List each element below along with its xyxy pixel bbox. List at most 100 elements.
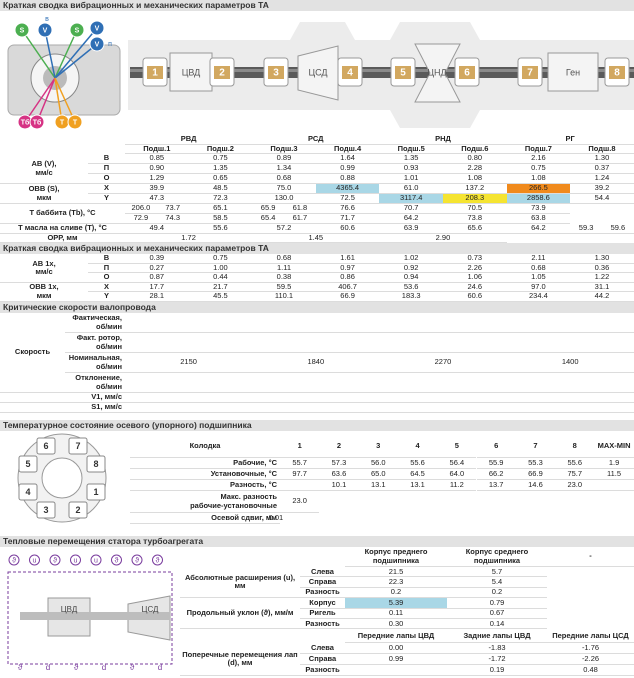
bearing-tag [147,66,163,79]
value: 72.9 [125,214,157,224]
symbol: ϑ [18,663,23,672]
thrust-pad [68,501,88,519]
value: 13.1 [397,480,438,491]
value [379,373,507,393]
symbol: ϑ [130,663,135,672]
group-header: РСД [252,135,380,145]
value: 0.99 [315,164,380,174]
value: 0.14 [447,619,547,630]
value: 0.80 [443,154,507,164]
value: 48.5 [188,184,253,194]
column-header: 3 [358,436,398,458]
value: 72.3 [188,194,253,204]
column-header: Корпус преднего подшипника [345,547,447,567]
value: 1.08 [443,174,507,184]
value: 3117.4 [379,194,443,204]
value: 63.6 [319,469,359,480]
value: 66.2 [476,469,516,480]
value: 2.90 [379,233,507,243]
value: 183.3 [379,292,443,302]
value: 0.11 [345,608,447,619]
bearing-number: 1 [152,68,158,79]
sensor-label: S [75,27,80,34]
sub-label: Фактическая, об/мин [65,313,125,333]
thrust-pad [18,455,38,473]
value: 0.90 [125,164,189,174]
value: 0.89 [252,154,316,164]
value: 208.3 [443,194,507,204]
sub-label: Справа [300,577,345,588]
row-label: Продольный уклон (ϑ), мм/м [180,598,300,630]
column-header: 4 [397,436,438,458]
sub-label: Отклонение, об/мин [65,373,125,393]
sensor-mark: в [45,16,49,23]
value: 17.7 [125,282,189,292]
value: 130.0 [252,194,316,204]
value: 1.01 [379,174,443,184]
value: 23.0 [280,491,320,513]
value: -1.76 [547,643,634,655]
value: 0.48 [547,665,634,677]
value: 59.3 [570,224,602,234]
row-label: Рабочие, °C [130,458,280,469]
cylinder [169,52,213,92]
column-header: - [547,547,634,567]
value: 65.1 [188,204,253,214]
value: 55.3 [515,458,556,469]
value: 56.0 [358,458,398,469]
value: 1.64 [315,154,380,164]
value: 1.35 [379,154,443,164]
sub-label: Х [88,282,125,292]
column-header: MAX-MIN [594,436,634,458]
value: 1.61 [315,254,380,264]
value: 0.99 [345,654,447,666]
value: 0.92 [379,263,443,273]
sensor-wire [54,77,76,123]
sensor [37,22,53,38]
value: 4365.4 [315,184,380,194]
bearing-number: 8 [614,68,620,79]
section-title: Температурное состояние осевого (упорног… [0,420,634,431]
value: 55.6 [555,458,595,469]
value [252,373,380,393]
row-label: ОРР, мм [0,233,125,243]
value: 66.9 [315,292,380,302]
value: 2.28 [443,164,507,174]
section-title: Краткая сводка вибрационных и механическ… [0,243,634,254]
value: 1.24 [570,174,634,184]
thrust-pad-label: 7 [75,441,80,451]
value [506,333,634,353]
sub-label: В [88,154,125,164]
symbol: u [33,557,37,564]
value [379,313,507,333]
value: 58.5 [188,214,253,224]
value: 1.22 [570,273,634,283]
value: 0.44 [188,273,253,283]
value: 13.1 [358,480,398,491]
thrust-pad-label: 5 [25,459,30,469]
value: 0.79 [447,598,547,609]
bearing-header: Подш.5 [379,144,443,154]
value: 24.6 [443,282,507,292]
sub-label: Разность [300,588,345,599]
group-header: РВД [125,135,253,145]
value: 60.6 [315,224,380,234]
sub-label: П [88,263,125,273]
value: 73.7 [156,204,189,214]
value: 0.68 [252,254,316,264]
symbol-dot [131,554,143,566]
value: 2150 [125,353,253,373]
bearing-number: 3 [273,68,279,79]
value: 0.2 [447,588,547,599]
row-label: Установочные, °C [130,469,280,480]
value: 0.65 [188,174,253,184]
row-label: Скорость [0,313,65,393]
value: 10.1 [319,480,359,491]
row-label: Т масла на сливе (T), °C [0,224,125,234]
cylinder-label: ЦСД [308,67,327,77]
value: 0.75 [188,254,253,264]
sub-label: Y [88,292,125,302]
symbol: d [158,663,162,672]
sensor [69,22,85,38]
